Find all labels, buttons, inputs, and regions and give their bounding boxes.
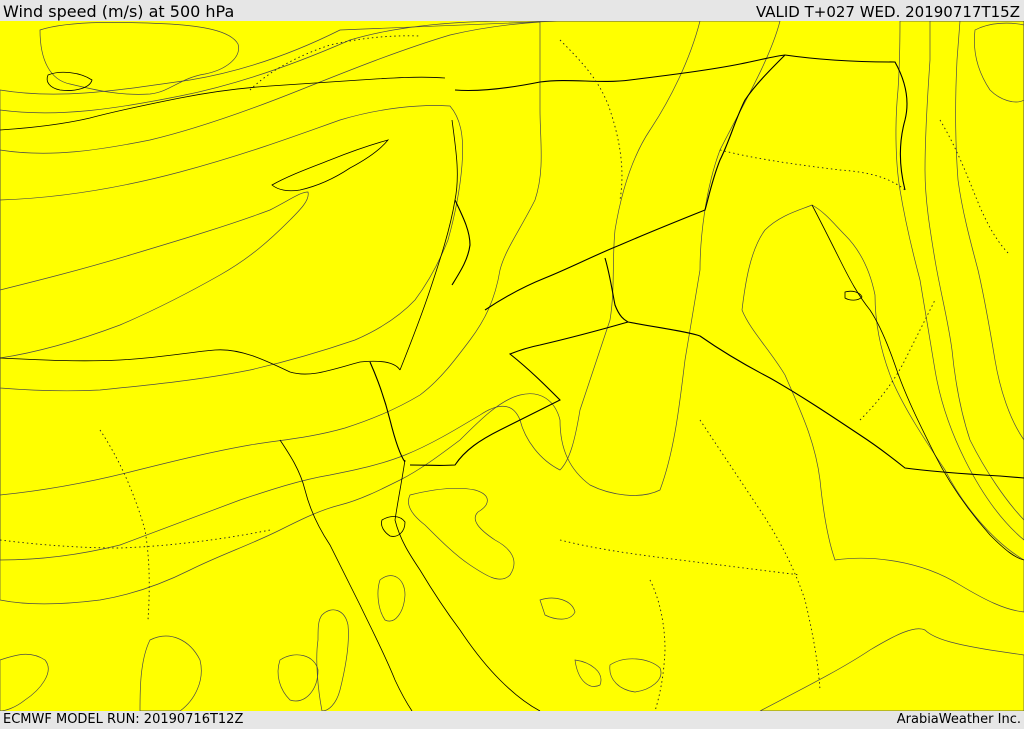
admin-boundary-9 [649, 579, 666, 711]
coastline-suez-gulf [279, 439, 413, 711]
admin-boundary-2 [719, 149, 906, 191]
band-5-jet-core [0, 191, 309, 359]
band-1-region-east [895, 21, 1024, 541]
coastline-egypt-north [0, 349, 401, 375]
admin-boundary-1 [559, 39, 623, 201]
coastline-aqaba-gulf [394, 459, 541, 711]
top-bar: Wind speed (m/s) at 500 hPa VALID T+027 … [0, 0, 1024, 21]
admin-boundary-5 [99, 429, 150, 621]
model-run: ECMWF MODEL RUN: 20190716T12Z [3, 712, 244, 727]
calm-area-mesopotamia [741, 204, 1024, 613]
border-turkey-syria [454, 54, 786, 92]
band-3-region-east [955, 21, 1024, 441]
bottom-bar: ECMWF MODEL RUN: 20190716T12Z ArabiaWeat… [0, 711, 1024, 729]
band-2-region-east [924, 21, 1024, 521]
calm-area-red-sea-coast [316, 609, 349, 711]
band-1-nile-patch [277, 654, 319, 702]
coastline-persian-gulf [811, 204, 1024, 561]
coastline-levant [399, 119, 458, 371]
calm-area-hijaz [539, 597, 662, 693]
wind-speed-map [0, 21, 1024, 711]
coastline-turkey-south [0, 76, 446, 131]
band-4-region [0, 105, 464, 392]
lake-van-white [46, 71, 93, 91]
band-2-region [0, 21, 701, 561]
band-4-ne-corner [974, 22, 1024, 103]
border-iraq-saudi [627, 321, 1024, 479]
credit-text: ArabiaWeather Inc. [896, 712, 1021, 727]
calm-area-egypt-west [0, 653, 49, 711]
coastline-cyprus [271, 139, 390, 192]
band-1-west-coast [139, 635, 202, 711]
map-canvas [0, 21, 1024, 711]
calm-area-sinai-patch [408, 488, 515, 580]
aqaba-gulf-white [381, 516, 406, 537]
border-jordan-saudi [409, 321, 629, 466]
map-base [0, 21, 1024, 711]
map-title: Wind speed (m/s) at 500 hPa [3, 2, 235, 21]
calm-area-saudi-south [759, 628, 1024, 711]
band-1-red-sea-patch [377, 575, 406, 622]
admin-boundary-4 [559, 539, 801, 576]
admin-boundary-7 [859, 299, 936, 421]
border-iraq-iran [784, 54, 908, 191]
border-jordan-iraq [604, 257, 629, 323]
border-lebanon-syria [451, 199, 471, 286]
border-syria-iraq [484, 54, 786, 311]
valid-time: VALID T+027 WED. 20190717T15Z [755, 3, 1020, 21]
border-egypt-israel [369, 361, 406, 463]
band-1-region [0, 21, 781, 605]
gulf-head-white [844, 290, 863, 301]
calm-area-turkey [39, 22, 239, 95]
band-3-region [0, 21, 542, 496]
